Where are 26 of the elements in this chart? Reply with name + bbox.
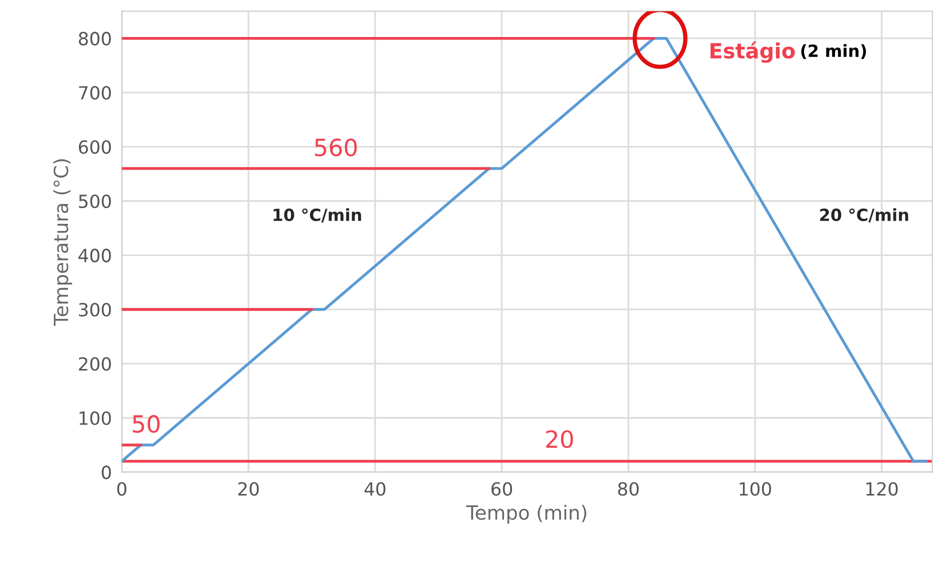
- annotation: 20: [546, 430, 573, 448]
- y-tick-label: 200: [78, 357, 111, 371]
- x-tick-label: 60: [492, 482, 512, 496]
- annotation: Estágio: [710, 42, 795, 63]
- annotation: 50: [132, 414, 160, 433]
- y-tick-label: 600: [78, 140, 111, 154]
- x-tick-label: 20: [238, 482, 259, 496]
- y-tick-label: 800: [78, 32, 111, 46]
- y-tick-label: 0: [102, 466, 111, 480]
- annotation: 560: [315, 138, 357, 156]
- y-tick-label: 300: [79, 302, 111, 317]
- y-tick-label: 400: [78, 248, 111, 262]
- x-tick-label: 80: [618, 482, 639, 496]
- x-tick-label: 0: [117, 482, 126, 496]
- annotation: 10 °C/min: [274, 208, 362, 222]
- line-series: [122, 36, 928, 463]
- x-tick-label: 40: [364, 482, 386, 496]
- y-tick-label: 100: [80, 411, 111, 425]
- y-tick-label: 500: [79, 194, 111, 208]
- y-axis-title: Temperatura (°C): [53, 159, 72, 326]
- y-tick-label: 700: [79, 86, 111, 100]
- annotation: 20 °C/min: [820, 208, 908, 222]
- x-tick-label: 100: [740, 482, 772, 496]
- x-axis-title: Tempo (min): [466, 504, 586, 524]
- annotation: (2 min): [801, 44, 866, 60]
- x-tick-label: 120: [866, 482, 898, 496]
